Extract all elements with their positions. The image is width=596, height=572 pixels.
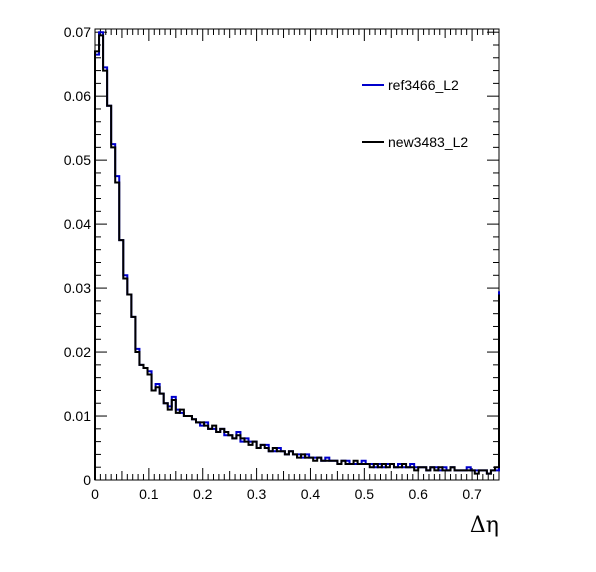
series-layer (94, 31, 500, 480)
y-tick-label: 0.07 (64, 24, 91, 40)
y-tick-label: 0.05 (64, 152, 91, 168)
y-tick-label: 0.04 (64, 216, 91, 232)
legend-label-ref3466: ref3466_L2 (388, 77, 459, 93)
x-tick-label: 0 (91, 486, 99, 502)
x-tick-label: 0.4 (301, 486, 321, 502)
x-tick-label: 0.6 (408, 486, 428, 502)
tick-labels: 0 0.1 0.2 0.3 0.4 0.5 0.6 0.7 0 0.01 0.02 0.03 0.04 0… (64, 24, 482, 502)
x-axis-title: Δη (470, 513, 499, 538)
x-tick-label: 0.5 (355, 486, 375, 502)
x-tick-label: 0.7 (462, 486, 482, 502)
series-line-new3483 (94, 34, 500, 480)
y-tick-label: 0.01 (64, 408, 91, 424)
y-tick-label: 0.02 (64, 344, 91, 360)
x-tick-label: 0.2 (193, 486, 213, 502)
y-tick-label: 0 (83, 472, 91, 488)
y-tick-label: 0.03 (64, 280, 91, 296)
x-tick-label: 0.3 (247, 486, 267, 502)
y-tick-label: 0.06 (64, 88, 91, 104)
legend-label-new3483: new3483_L2 (388, 134, 468, 150)
legend: ref3466_L2 new3483_L2 (355, 65, 483, 175)
x-tick-label: 0.1 (139, 486, 159, 502)
legend-box (355, 65, 483, 175)
